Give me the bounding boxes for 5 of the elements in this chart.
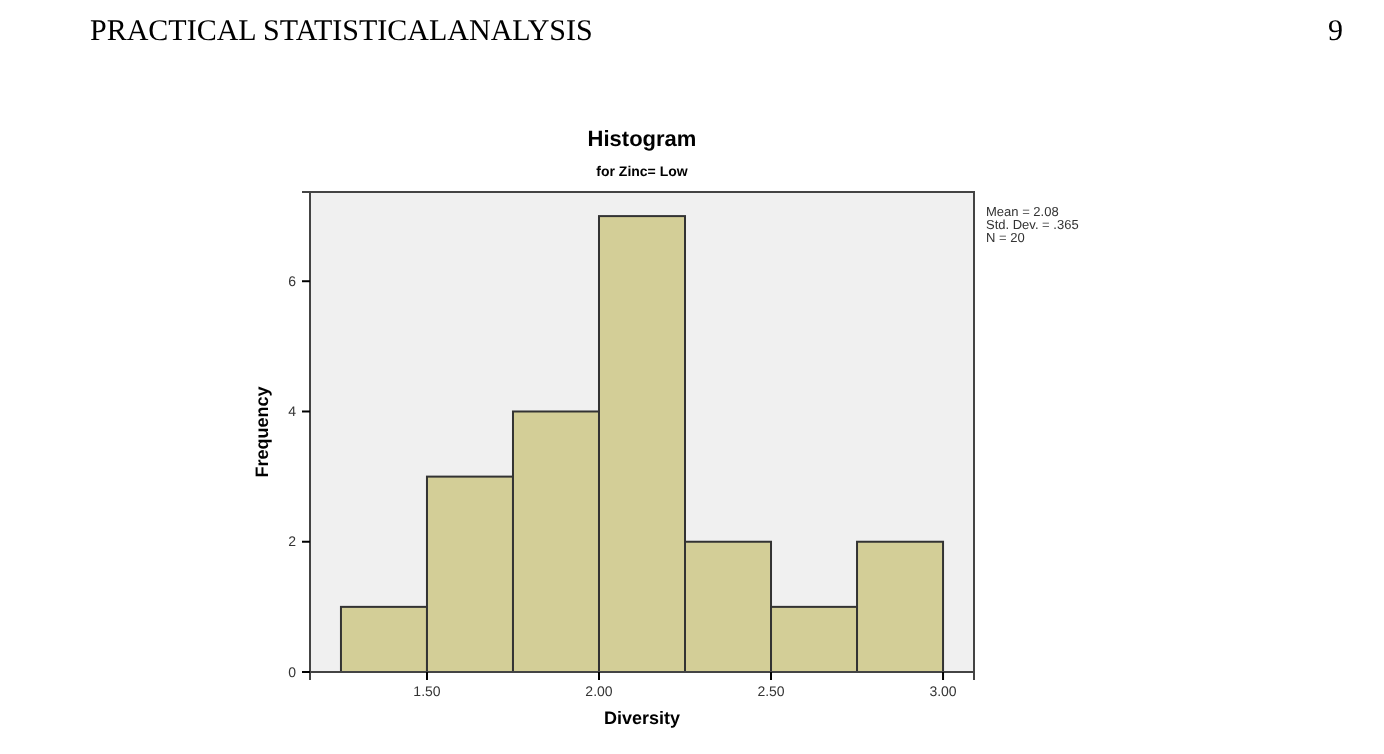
- x-axis-title: Diversity: [603, 708, 681, 728]
- text: 9: [1328, 16, 1343, 48]
- chart-title: Histogram: [587, 128, 697, 152]
- text: PRACTICAL STATISTICALANALYSIS: [90, 16, 593, 48]
- y-axis-title: Frequency: [252, 386, 272, 478]
